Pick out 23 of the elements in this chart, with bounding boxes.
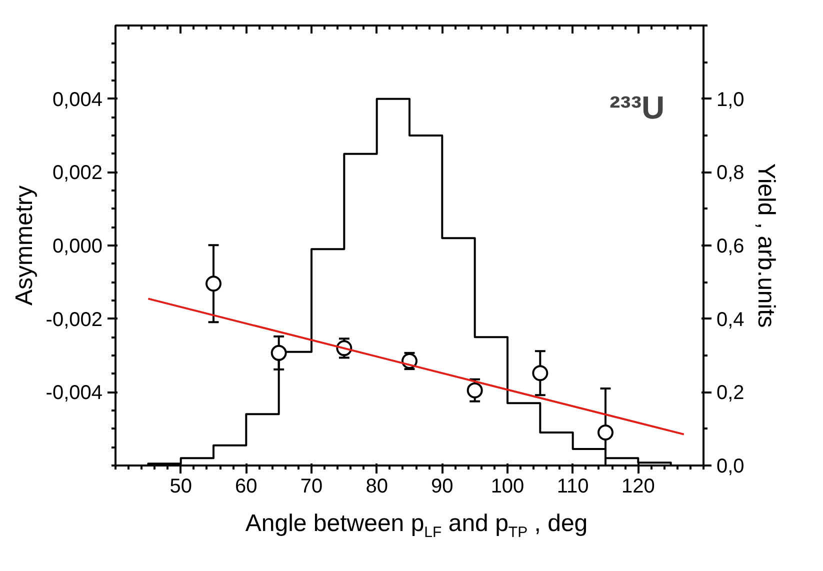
y2-tick-label: 1,0 <box>716 88 744 111</box>
x-tick-label: 120 <box>621 476 655 498</box>
x-tick-label: 80 <box>366 476 388 498</box>
y-axis-title: Asymmetry <box>10 186 38 306</box>
y-tick-label: 0,002 <box>52 162 103 184</box>
y2-tick-label: 0,8 <box>716 162 744 184</box>
y2-tick-label: 0,0 <box>716 456 744 478</box>
x-tick-label: 60 <box>235 476 258 498</box>
y-tick-label: -0,002 <box>46 308 103 331</box>
x-tick-label: 110 <box>556 476 589 498</box>
x-axis-title: Angle between p$_{LF}$ and p$_{TP}$ , deg <box>245 509 588 543</box>
y2-axis-title: Yield , arb.units <box>752 163 780 328</box>
x-tick-label: 100 <box>490 476 524 498</box>
y-tick-label: -0,004 <box>46 382 103 404</box>
y2-tick-label: 0,2 <box>716 382 744 404</box>
y-tick-label: 0,000 <box>52 236 103 258</box>
x-tick-label: 70 <box>300 476 323 498</box>
y2-tick-label: 0,6 <box>716 236 744 258</box>
x-tick-label: 90 <box>431 476 454 498</box>
x-tick-label: 50 <box>170 476 192 498</box>
y2-tick-label: 0,4 <box>716 308 744 331</box>
y-tick-label: 0,004 <box>52 88 103 111</box>
annotation: ²³³U <box>610 90 665 126</box>
